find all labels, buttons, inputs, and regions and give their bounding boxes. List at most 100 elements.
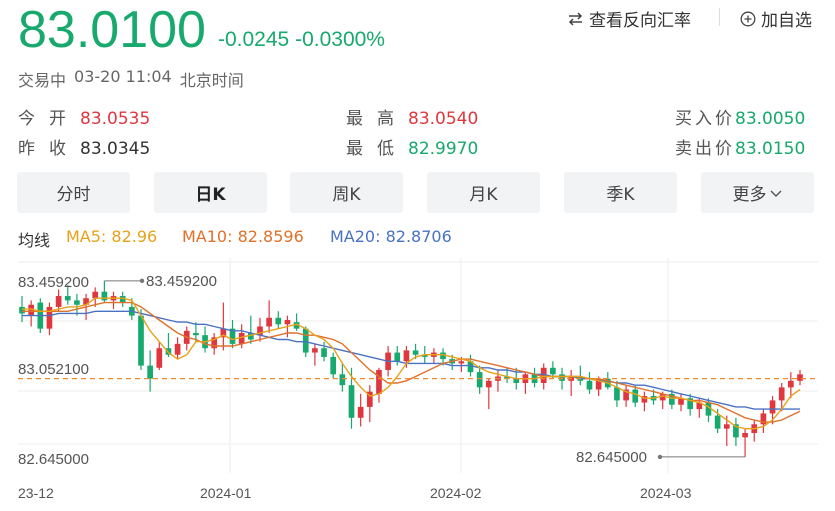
status-text: 交易中	[18, 71, 67, 90]
candle-body	[64, 296, 71, 301]
high-label: 最高	[346, 109, 408, 129]
quote-time: 03-20 11:04	[74, 67, 172, 86]
tab-more[interactable]: 更多	[701, 172, 814, 213]
candle-body	[687, 398, 694, 410]
price-change: -0.0245 -0.0300%	[218, 28, 385, 52]
candle-body	[46, 306, 53, 329]
candle-body	[257, 326, 263, 336]
candle-body	[101, 291, 108, 301]
candle-body	[733, 424, 739, 438]
chart-grid	[18, 258, 818, 473]
candle-body	[513, 378, 520, 383]
candle-body	[641, 396, 648, 403]
candle-body	[19, 306, 25, 314]
candle-body	[742, 433, 748, 438]
bid-stat: 买入价83.0050	[675, 104, 805, 129]
candle-body	[504, 376, 510, 379]
candle-body	[797, 374, 803, 381]
candle-body	[421, 354, 428, 357]
candle-body	[705, 402, 712, 416]
candle-body	[55, 296, 62, 307]
swap-icon	[568, 11, 583, 26]
candle-body	[723, 424, 730, 429]
add-watchlist-button[interactable]: 加自选	[740, 6, 812, 31]
candle-body	[366, 391, 373, 407]
candle-body	[266, 317, 272, 327]
candle-body	[147, 365, 153, 379]
candle-body	[74, 300, 80, 305]
ma-lines	[22, 297, 801, 430]
candle-body	[440, 352, 446, 360]
candle-body	[293, 322, 300, 329]
tab-quarterly-k[interactable]: 季K	[564, 172, 677, 213]
ask-stat: 卖出价83.0150	[675, 134, 805, 159]
tab-label: 季K	[606, 185, 635, 205]
tab-monthly-k[interactable]: 月K	[427, 172, 540, 213]
tab-label: 更多	[732, 185, 767, 205]
tab-daily-k[interactable]: 日K	[154, 172, 267, 213]
ma10-line	[22, 301, 801, 423]
x-axis-label: 23-12	[18, 485, 54, 501]
candle-body	[174, 343, 181, 355]
candle-body	[788, 380, 794, 388]
y-axis-label: 83.052100	[18, 361, 89, 378]
open-stat: 今开83.0535	[18, 104, 150, 129]
max-annotation-label: 83.459200	[146, 273, 217, 290]
candle-body	[83, 298, 89, 305]
prev-close-label: 昨收	[18, 139, 80, 159]
tab-weekly-k[interactable]: 周K	[290, 172, 403, 213]
min-annotation-dot	[657, 454, 663, 460]
tab-intraday[interactable]: 分时	[17, 172, 130, 213]
candle-body	[540, 367, 547, 383]
tab-label: 周K	[332, 185, 361, 205]
candle-body	[586, 380, 593, 390]
candle-body	[119, 296, 126, 303]
open-value: 83.0535	[80, 109, 151, 129]
candle-body	[376, 369, 382, 394]
bid-value: 83.0050	[735, 109, 806, 129]
trading-status: 交易中 03-20 11:04 北京时间	[18, 67, 244, 91]
tab-label: 日K	[195, 185, 226, 205]
candle-body	[302, 328, 309, 353]
ma5-line	[22, 297, 801, 430]
candle-body	[339, 374, 346, 386]
candle-body	[348, 385, 355, 418]
reverse-rate-label: 查看反向汇率	[589, 11, 691, 31]
candle-body	[220, 328, 227, 338]
high-value: 83.0540	[408, 109, 479, 129]
candle-body	[275, 317, 282, 325]
candle-body	[211, 337, 218, 349]
candle-body	[760, 413, 767, 425]
reverse-rate-button[interactable]: 查看反向汇率	[567, 6, 691, 31]
change-value: -0.0245	[218, 28, 290, 51]
x-axis-label: 2024-02	[430, 485, 482, 501]
candle-body	[330, 356, 337, 375]
candle-body	[193, 333, 199, 336]
candle-body	[678, 398, 684, 405]
candle-body	[467, 361, 474, 373]
current-price: 83.0100	[18, 1, 206, 59]
min-annotation-label: 82.645000	[576, 449, 647, 466]
divider	[719, 8, 720, 26]
candlestick-chart[interactable]: 83.459200 83.052100 82.645000 23-12 2024-01 2…	[0, 258, 835, 511]
max-annotation-dot	[139, 278, 145, 284]
candle-body	[778, 387, 785, 401]
candle-body	[769, 400, 776, 414]
candle-body	[156, 348, 163, 368]
candle-body	[247, 333, 254, 340]
tab-label: 月K	[469, 185, 498, 205]
candle-body	[623, 389, 629, 401]
high-stat: 最高83.0540	[346, 104, 478, 129]
plus-circle-icon	[740, 11, 756, 26]
candle-body	[138, 315, 144, 366]
ma20-label: MA20: 82.8706	[330, 227, 452, 246]
candle-body	[595, 378, 602, 390]
x-axis-label: 2024-01	[200, 485, 252, 501]
ask-value: 83.0150	[735, 139, 806, 159]
candle-body	[403, 350, 410, 362]
tab-label: 分时	[56, 185, 91, 205]
open-label: 今开	[18, 109, 80, 129]
candle-body	[696, 402, 703, 410]
candle-body	[238, 333, 245, 344]
candle-body	[394, 352, 401, 362]
